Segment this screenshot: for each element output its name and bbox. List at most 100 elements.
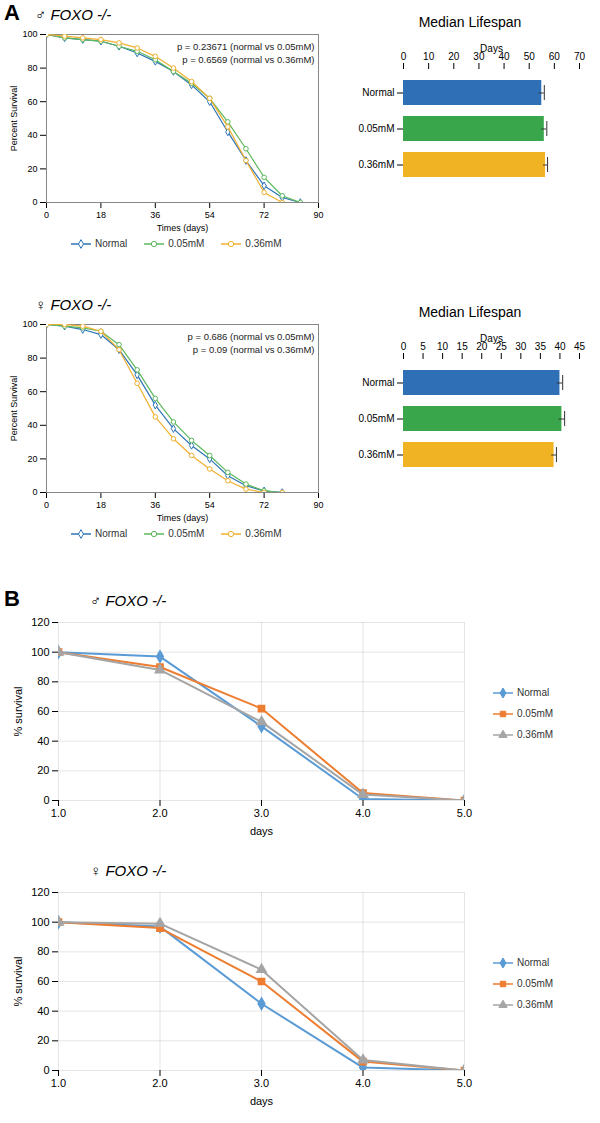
html-text:Normal: Normal xyxy=(95,528,128,539)
svg-text:Times (days): Times (days) xyxy=(157,223,209,233)
svg-text:60: 60 xyxy=(37,975,49,987)
svg-text:60: 60 xyxy=(37,705,49,717)
svg-text:40: 40 xyxy=(37,1005,49,1017)
svg-text:% survival: % survival xyxy=(12,686,24,736)
svg-text:18: 18 xyxy=(96,210,106,220)
svg-text:Percent Survival: Percent Survival xyxy=(9,86,19,152)
svg-text:20: 20 xyxy=(27,164,37,174)
html-text:0.05mM: 0.05mM xyxy=(168,238,205,249)
svg-text:20: 20 xyxy=(476,340,488,352)
svg-text:Normal: Normal xyxy=(362,87,394,98)
html-text:♀ FOXO -/-: ♀ FOXO -/- xyxy=(90,862,167,879)
svg-text:20: 20 xyxy=(27,454,37,464)
html-text:♂ FOXO -/-: ♂ FOXO -/- xyxy=(35,6,112,23)
html-text:Median Lifespan: Median Lifespan xyxy=(418,14,522,30)
svg-text:20: 20 xyxy=(37,764,49,776)
svg-text:15: 15 xyxy=(457,341,469,352)
svg-text:90: 90 xyxy=(313,500,323,510)
svg-text:50: 50 xyxy=(524,51,536,62)
svg-text:30: 30 xyxy=(473,50,485,62)
svg-text:35: 35 xyxy=(535,341,547,352)
svg-text:54: 54 xyxy=(205,210,215,220)
svg-text:Days: Days xyxy=(480,333,503,344)
svg-text:0.36mM: 0.36mM xyxy=(358,159,394,170)
svg-text:25: 25 xyxy=(495,340,507,352)
svg-text:5.0: 5.0 xyxy=(457,1077,472,1089)
svg-text:40: 40 xyxy=(554,341,566,352)
html-text:B: B xyxy=(4,586,20,611)
html-text:Normal: Normal xyxy=(95,238,128,249)
svg-text:60: 60 xyxy=(549,51,561,62)
svg-text:0: 0 xyxy=(43,794,49,806)
svg-text:36: 36 xyxy=(150,500,160,510)
svg-text:54: 54 xyxy=(205,500,215,510)
svg-text:Normal: Normal xyxy=(362,377,394,388)
svg-text:4.0: 4.0 xyxy=(355,1077,370,1089)
svg-text:0.05mM: 0.05mM xyxy=(358,123,394,134)
html-text:♀ FOXO -/-: ♀ FOXO -/- xyxy=(35,296,112,313)
svg-text:72: 72 xyxy=(259,500,269,510)
svg-text:2.0: 2.0 xyxy=(152,1077,167,1089)
svg-text:3.0: 3.0 xyxy=(254,807,269,819)
html-text:0.36mM: 0.36mM xyxy=(245,238,282,249)
svg-text:Days: Days xyxy=(480,43,503,54)
svg-text:5.0: 5.0 xyxy=(457,807,472,819)
svg-text:40: 40 xyxy=(37,735,49,747)
svg-text:120: 120 xyxy=(31,886,49,898)
svg-text:0: 0 xyxy=(401,51,407,62)
html-text:Median Lifespan: Median Lifespan xyxy=(418,304,522,320)
svg-text:0: 0 xyxy=(44,210,49,220)
svg-text:18: 18 xyxy=(96,500,106,510)
svg-text:Percent Survival: Percent Survival xyxy=(9,376,19,442)
svg-text:0.05mM: 0.05mM xyxy=(358,413,394,424)
html-text:A: A xyxy=(4,0,20,25)
svg-text:1.0: 1.0 xyxy=(51,1077,66,1089)
svg-text:90: 90 xyxy=(313,210,323,220)
svg-text:4.0: 4.0 xyxy=(355,807,370,819)
svg-text:80: 80 xyxy=(27,63,37,73)
svg-text:80: 80 xyxy=(37,945,49,957)
svg-text:40: 40 xyxy=(27,130,37,140)
svg-text:100: 100 xyxy=(22,29,37,39)
svg-text:120: 120 xyxy=(31,616,49,628)
svg-text:60: 60 xyxy=(27,387,37,397)
svg-text:1.0: 1.0 xyxy=(51,807,66,819)
html-text:0.05mM: 0.05mM xyxy=(168,528,205,539)
svg-text:days: days xyxy=(250,1095,274,1107)
svg-text:72: 72 xyxy=(259,210,269,220)
html-text:♂ FOXO -/-: ♂ FOXO -/- xyxy=(90,592,167,609)
svg-text:3.0: 3.0 xyxy=(254,1077,269,1089)
svg-text:10: 10 xyxy=(423,51,435,62)
svg-text:Times (days): Times (days) xyxy=(157,513,209,523)
svg-text:0: 0 xyxy=(43,1064,49,1076)
svg-text:p = 0.09 (normal vs 0.36mM): p = 0.09 (normal vs 0.36mM) xyxy=(193,344,315,355)
svg-text:20: 20 xyxy=(448,51,460,62)
svg-text:30: 30 xyxy=(515,341,527,352)
html-text:0.36mM: 0.36mM xyxy=(245,528,282,539)
svg-text:100: 100 xyxy=(22,319,37,329)
svg-text:40: 40 xyxy=(498,50,510,62)
svg-text:0: 0 xyxy=(32,487,37,497)
svg-text:% survival: % survival xyxy=(12,956,24,1006)
svg-text:60: 60 xyxy=(27,97,37,107)
svg-text:80: 80 xyxy=(27,353,37,363)
svg-text:0: 0 xyxy=(401,341,407,352)
svg-text:0.36mM: 0.36mM xyxy=(358,449,394,460)
svg-text:2.0: 2.0 xyxy=(152,807,167,819)
svg-text:100: 100 xyxy=(31,916,49,928)
svg-text:p = 0.23671 (normal vs 0.05mM): p = 0.23671 (normal vs 0.05mM) xyxy=(177,41,315,52)
svg-text:10: 10 xyxy=(437,341,449,352)
svg-text:p = 0.686 (normal vs 0.05mM): p = 0.686 (normal vs 0.05mM) xyxy=(188,331,315,342)
svg-text:days: days xyxy=(250,825,274,837)
svg-text:70: 70 xyxy=(574,51,586,62)
svg-text:80: 80 xyxy=(37,675,49,687)
svg-text:p = 0.6569 (normal vs 0.36mM): p = 0.6569 (normal vs 0.36mM) xyxy=(182,54,314,65)
svg-text:20: 20 xyxy=(37,1034,49,1046)
svg-text:36: 36 xyxy=(150,210,160,220)
svg-text:45: 45 xyxy=(574,341,586,352)
svg-text:40: 40 xyxy=(27,420,37,430)
svg-text:100: 100 xyxy=(31,646,49,658)
svg-text:0: 0 xyxy=(44,500,49,510)
svg-text:0: 0 xyxy=(32,197,37,207)
svg-text:5: 5 xyxy=(420,341,426,352)
